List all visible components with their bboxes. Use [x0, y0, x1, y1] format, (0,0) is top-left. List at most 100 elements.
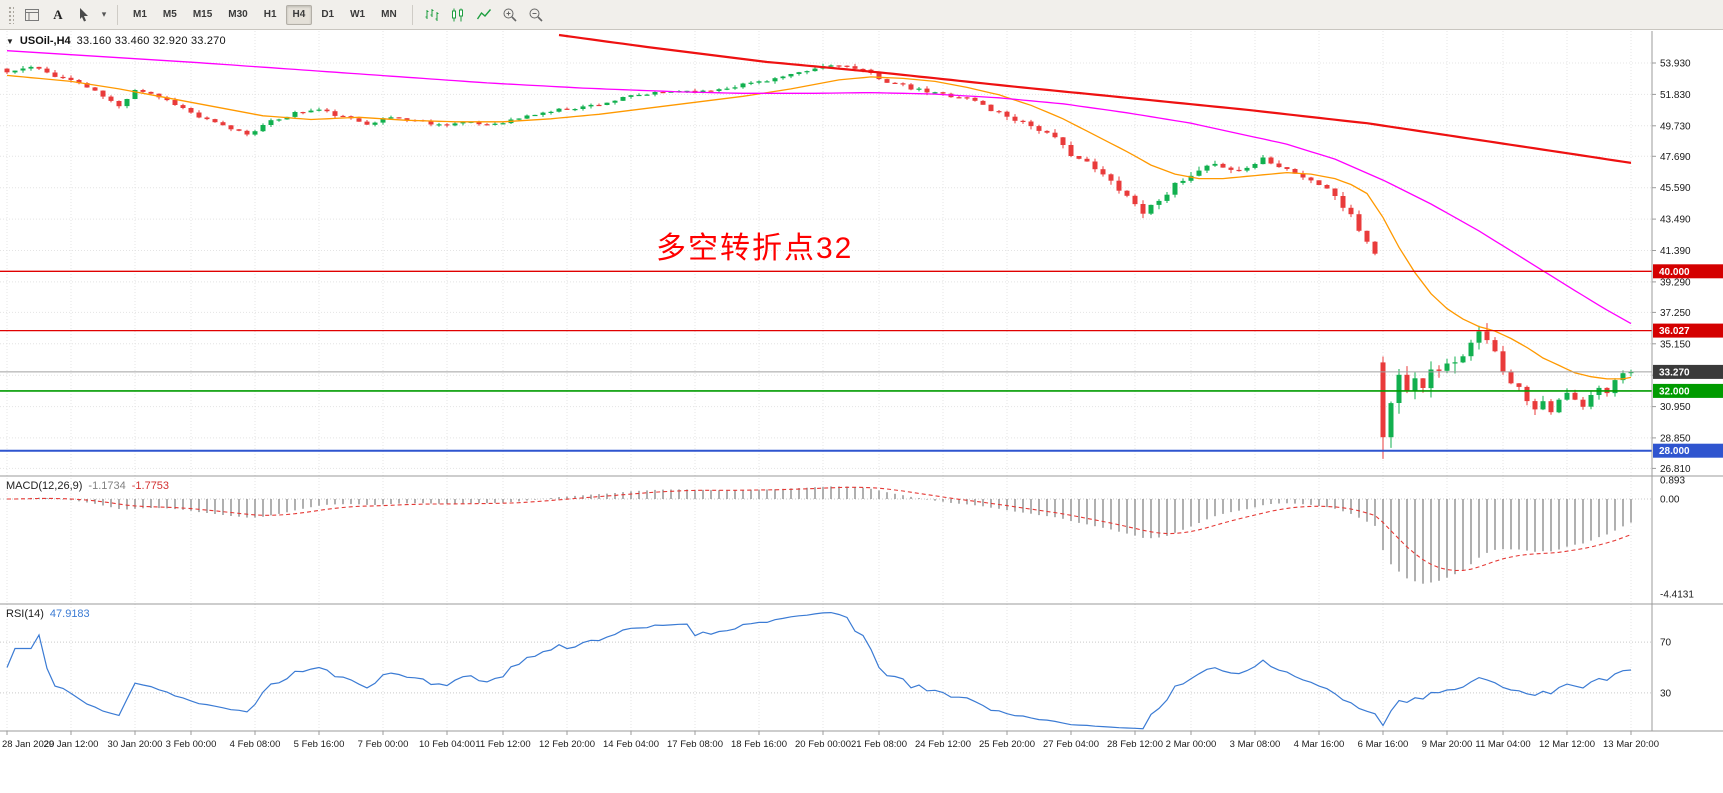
timeframe-button-m30[interactable]: M30 — [221, 5, 254, 25]
candlestick-chart-icon — [451, 8, 463, 21]
text-tool-button[interactable]: A — [46, 4, 70, 26]
macd-label: MACD(12,26,9) -1.1734 -1.7753 — [6, 480, 169, 492]
svg-text:25 Feb 20:00: 25 Feb 20:00 — [979, 739, 1035, 750]
svg-text:43.490: 43.490 — [1660, 215, 1691, 226]
moving-averages — [6, 33, 1632, 380]
svg-text:51.830: 51.830 — [1660, 90, 1691, 101]
collapse-arrow-icon[interactable]: ▼ — [6, 36, 14, 46]
svg-text:40.000: 40.000 — [1659, 267, 1690, 278]
timeframe-button-m5[interactable]: M5 — [156, 5, 184, 25]
chevron-down-icon: ▾ — [101, 9, 107, 19]
svg-text:12 Feb 20:00: 12 Feb 20:00 — [539, 739, 595, 750]
svg-text:-4.4131: -4.4131 — [1660, 589, 1694, 600]
timeframe-button-mn[interactable]: MN — [374, 5, 404, 25]
svg-text:0.00: 0.00 — [1660, 495, 1680, 506]
candlestick-chart-button[interactable] — [446, 4, 470, 26]
svg-text:26.810: 26.810 — [1660, 464, 1691, 475]
timeframe-group: M1 M5 M15 M30 H1 H4 D1 W1 MN — [125, 4, 405, 25]
svg-text:11 Feb 12:00: 11 Feb 12:00 — [475, 739, 530, 750]
svg-text:32.000: 32.000 — [1659, 386, 1690, 397]
price-tag-32.000 — [1653, 383, 1723, 398]
macd-main-value: -1.1734 — [88, 480, 126, 492]
svg-text:4 Feb 08:00: 4 Feb 08:00 — [230, 739, 281, 750]
chart-symbol-period: USOil-,H4 — [19, 35, 71, 47]
svg-text:39.290: 39.290 — [1660, 277, 1691, 288]
svg-text:2 Mar 00:00: 2 Mar 00:00 — [1166, 739, 1217, 750]
rsi-series — [0, 611, 1652, 730]
chart-window-icon — [25, 8, 39, 21]
main-toolbar: A ▾ M1 M5 M15 M30 H1 H4 D1 W1 MN — [0, 0, 1723, 30]
svg-text:27 Feb 04:00: 27 Feb 04:00 — [1043, 739, 1099, 750]
toolbar-separator — [117, 4, 118, 25]
toolbar-separator — [411, 4, 413, 25]
svg-text:28.850: 28.850 — [1660, 433, 1691, 444]
timeframe-button-w1[interactable]: W1 — [343, 5, 372, 25]
timeframe-button-h1[interactable]: H1 — [257, 5, 284, 25]
chart-annotation-text[interactable]: 多空转折点32 — [656, 232, 854, 265]
svg-text:21 Feb 08:00: 21 Feb 08:00 — [851, 739, 907, 750]
rsi-line — [6, 611, 1632, 730]
price-tags: 40.000 36.027 33.270 32.000 28.000 — [1653, 264, 1723, 458]
svg-text:3 Feb 00:00: 3 Feb 00:00 — [166, 739, 217, 750]
ma-fast-line — [6, 74, 1632, 380]
svg-text:28.000: 28.000 — [1659, 446, 1690, 457]
svg-text:5 Feb 16:00: 5 Feb 16:00 — [294, 739, 345, 750]
svg-text:17 Feb 08:00: 17 Feb 08:00 — [667, 739, 723, 750]
svg-text:9 Mar 20:00: 9 Mar 20:00 — [1422, 739, 1473, 750]
grid-lines — [0, 31, 1652, 731]
svg-text:37.250: 37.250 — [1660, 308, 1691, 319]
svg-text:30: 30 — [1660, 688, 1672, 699]
text-tool-label: A — [53, 6, 63, 22]
timeframe-button-m1[interactable]: M1 — [126, 5, 154, 25]
svg-text:30 Jan 20:00: 30 Jan 20:00 — [108, 739, 163, 750]
zoom-out-button[interactable] — [524, 4, 548, 26]
chart-title: ▼ USOil-,H4 33.160 33.460 32.920 33.270 — [6, 35, 226, 47]
ma-mid-line — [6, 50, 1632, 325]
price-tag-36.027 — [1653, 323, 1723, 338]
svg-text:29 Jan 12:00: 29 Jan 12:00 — [44, 739, 99, 750]
toolbar-grip[interactable] — [8, 5, 14, 24]
svg-text:53.930: 53.930 — [1660, 59, 1691, 70]
panel-dividers[interactable] — [0, 31, 1723, 732]
level-lines[interactable] — [0, 270, 1652, 452]
price-tag-40.000 — [1653, 264, 1723, 279]
svg-text:35.150: 35.150 — [1660, 339, 1691, 350]
svg-text:10 Feb 04:00: 10 Feb 04:00 — [419, 739, 475, 750]
macd-name: MACD(12,26,9) — [6, 480, 83, 492]
cursor-tool-button[interactable] — [72, 4, 96, 26]
rsi-label: RSI(14) 47.9183 — [6, 608, 90, 620]
price-tag-33.270 — [1653, 364, 1723, 379]
timeframe-button-h4[interactable]: H4 — [285, 4, 313, 25]
line-studies-dropdown[interactable]: ▾ — [98, 4, 110, 26]
chart-canvas[interactable]: 53.930 51.830 49.730 47.690 45.590 43.490 41.3… — [0, 31, 1723, 793]
zoom-in-button[interactable] — [498, 4, 522, 26]
svg-text:3 Mar 08:00: 3 Mar 08:00 — [1230, 739, 1281, 750]
svg-text:49.730: 49.730 — [1660, 121, 1691, 132]
svg-text:47.690: 47.690 — [1660, 152, 1691, 163]
svg-text:11 Mar 04:00: 11 Mar 04:00 — [1475, 739, 1530, 750]
svg-text:14 Feb 04:00: 14 Feb 04:00 — [603, 739, 659, 750]
rsi-name: RSI(14) — [6, 608, 44, 620]
svg-text:70: 70 — [1660, 638, 1672, 649]
cursor-icon — [80, 7, 88, 21]
axis-labels: 53.930 51.830 49.730 47.690 45.590 43.490 41.3… — [2, 59, 1694, 751]
svg-text:18 Feb 16:00: 18 Feb 16:00 — [731, 739, 787, 750]
bars-chart-button[interactable] — [420, 4, 444, 26]
svg-text:28 Feb 12:00: 28 Feb 12:00 — [1107, 739, 1163, 750]
svg-text:12 Mar 12:00: 12 Mar 12:00 — [1539, 739, 1595, 750]
price-tag-28.000 — [1653, 443, 1723, 458]
chart-area: 53.930 51.830 49.730 47.690 45.590 43.490 41.3… — [0, 31, 1723, 793]
macd-signal-line — [7, 486, 1632, 572]
line-chart-icon — [476, 8, 491, 19]
svg-text:36.027: 36.027 — [1659, 326, 1690, 337]
chart-ohlc: 33.160 33.460 32.920 33.270 — [76, 35, 226, 47]
line-chart-button[interactable] — [472, 4, 496, 26]
timeframe-button-d1[interactable]: D1 — [314, 5, 341, 25]
svg-text:28 Jan 2020: 28 Jan 2020 — [2, 739, 54, 750]
chart-window-button[interactable] — [20, 4, 44, 26]
svg-text:41.390: 41.390 — [1660, 246, 1691, 257]
rsi-value: 47.9183 — [49, 608, 90, 620]
timeframe-button-m15[interactable]: M15 — [186, 5, 219, 25]
macd-series — [0, 486, 1652, 584]
svg-text:6 Mar 16:00: 6 Mar 16:00 — [1358, 739, 1409, 750]
